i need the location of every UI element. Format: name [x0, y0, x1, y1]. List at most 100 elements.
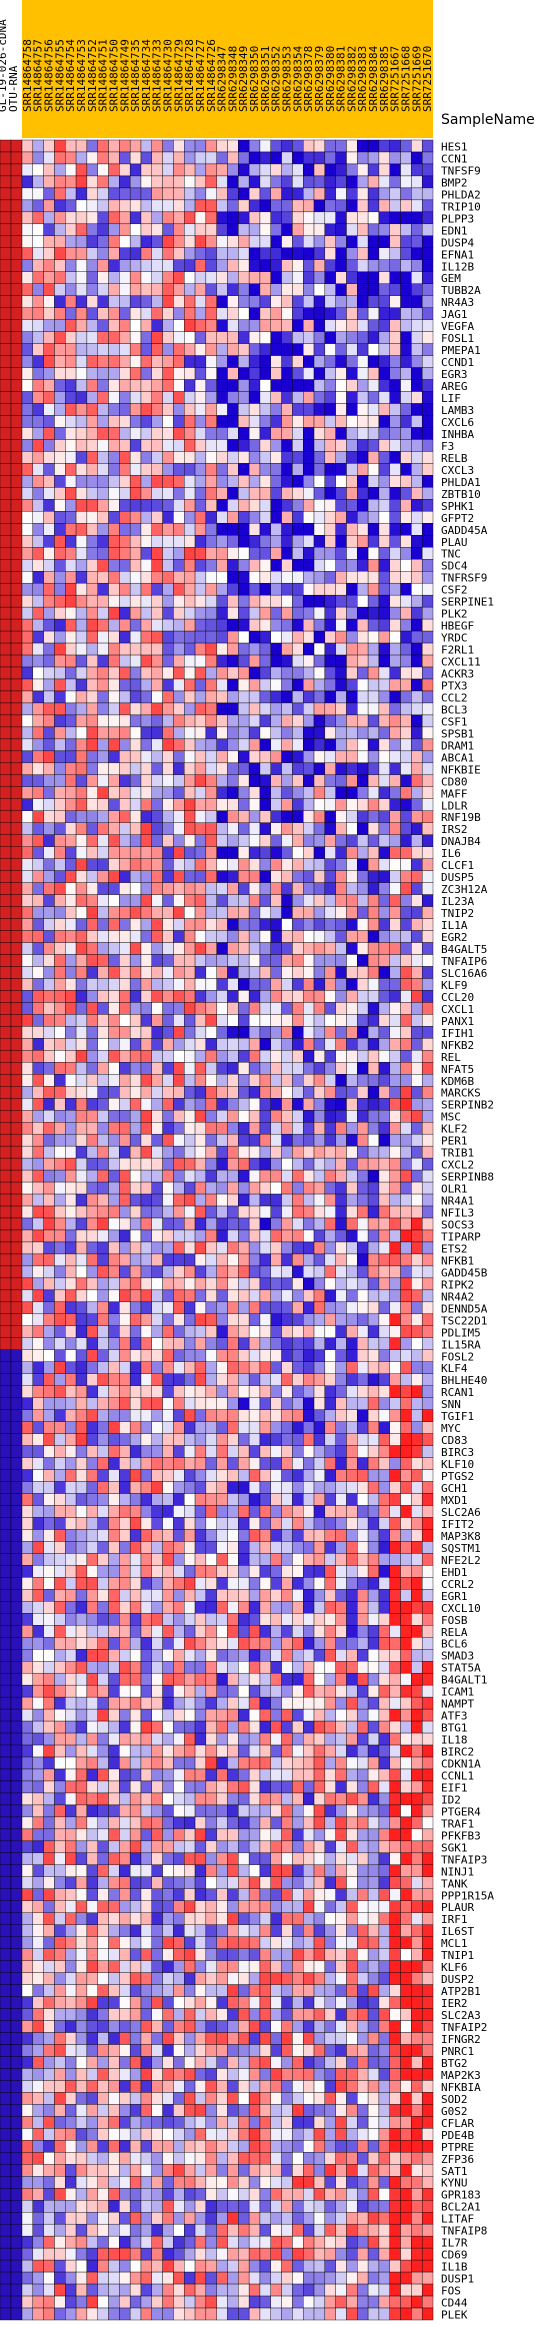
sample-name-label: SRR14864749 [118, 39, 131, 112]
heatmap-cell [140, 1217, 152, 1231]
heatmap-cell [140, 762, 152, 776]
heatmap-cell [129, 702, 142, 716]
heatmap-cell [367, 259, 380, 272]
heatmap-cell [270, 846, 282, 859]
heatmap-cell [270, 1565, 282, 1578]
heatmap-cell [378, 762, 390, 776]
heatmap-cell [346, 211, 358, 225]
heatmap-cell [129, 858, 142, 871]
heatmap-cell [335, 211, 347, 225]
heatmap-cell [400, 1517, 412, 1530]
heatmap-cell [227, 1062, 239, 1075]
heatmap-cell [54, 594, 66, 608]
heatmap-cell [194, 1038, 207, 1051]
heatmap-cell [367, 547, 380, 560]
heatmap-cell [108, 1505, 120, 1518]
heatmap-cell [151, 451, 163, 464]
heatmap-cell [119, 1110, 131, 1123]
annotation-cell [0, 1014, 12, 1027]
heatmap-cell [227, 511, 239, 524]
heatmap-cell [32, 738, 44, 752]
heatmap-cell [324, 307, 336, 320]
heatmap-cell [335, 1193, 347, 1207]
heatmap-cell [411, 1457, 423, 1470]
heatmap-cell [313, 1241, 326, 1255]
heatmap-cell [108, 523, 120, 536]
sample-name-label: SRR14864726 [205, 39, 218, 112]
heatmap-cell [205, 1038, 217, 1051]
heatmap-cell [86, 1050, 98, 1063]
heatmap-cell [324, 1313, 336, 1327]
heatmap-cell [129, 1469, 142, 1482]
heatmap-cell [303, 1397, 315, 1410]
heatmap-cell [205, 1074, 217, 1087]
heatmap-cell [357, 1529, 369, 1542]
annotation-cell [10, 1325, 23, 1339]
heatmap-cell [346, 1421, 358, 1434]
heatmap-cell [140, 139, 152, 153]
heatmap-cell [400, 1469, 412, 1482]
heatmap-cell [21, 1541, 34, 1554]
heatmap-cell [259, 547, 271, 560]
heatmap-cell [184, 391, 196, 404]
heatmap-cell [162, 642, 174, 656]
heatmap-cell [248, 1469, 261, 1482]
heatmap-cell [238, 1277, 250, 1291]
heatmap-cell [303, 1121, 315, 1135]
heatmap-cell [270, 1337, 282, 1350]
heatmap-cell [184, 630, 196, 644]
heatmap-cell [162, 307, 174, 320]
heatmap-cell [400, 954, 412, 967]
heatmap-cell [173, 1110, 185, 1123]
heatmap-cell [86, 1253, 98, 1267]
heatmap-cell [108, 978, 120, 991]
heatmap-cell [140, 151, 152, 165]
heatmap-cell [324, 523, 336, 536]
heatmap-cell [32, 714, 44, 728]
heatmap-cell [303, 870, 315, 883]
heatmap-cell [86, 499, 98, 512]
heatmap-cell [238, 870, 250, 883]
heatmap-cell [313, 1050, 326, 1063]
heatmap-cell [75, 559, 88, 572]
heatmap-cell [151, 187, 163, 201]
heatmap-cell [357, 1505, 369, 1518]
heatmap-cell [259, 882, 271, 895]
heatmap-cell [357, 1026, 369, 1039]
heatmap-cell [378, 1457, 390, 1470]
heatmap-cell [108, 762, 120, 776]
heatmap-cell [108, 774, 120, 788]
heatmap-cell [194, 1433, 207, 1446]
heatmap-cell [335, 702, 347, 716]
heatmap-cell [421, 618, 434, 632]
heatmap-cell [216, 1205, 228, 1219]
heatmap-cell [313, 199, 326, 213]
heatmap-cell [119, 1325, 131, 1339]
heatmap-cell [129, 1313, 142, 1327]
heatmap-cell [248, 918, 261, 931]
heatmap-cell [97, 1229, 109, 1243]
heatmap-cell [400, 379, 412, 392]
heatmap-cell [238, 379, 250, 392]
heatmap-cell [324, 1289, 336, 1303]
heatmap-cell [335, 1253, 347, 1267]
heatmap-cell [313, 1098, 326, 1111]
heatmap-cell [367, 379, 380, 392]
heatmap-cell [119, 1098, 131, 1111]
heatmap-cell [292, 1601, 304, 1614]
heatmap-cell [151, 1409, 163, 1422]
heatmap-cell [259, 211, 271, 225]
heatmap-cell [97, 906, 109, 919]
heatmap-cell [108, 487, 120, 500]
heatmap-cell [108, 930, 120, 943]
heatmap-cell [21, 798, 34, 811]
heatmap-cell [97, 1361, 109, 1374]
heatmap-cell [162, 1349, 174, 1362]
heatmap-cell [411, 882, 423, 895]
heatmap-cell [140, 223, 152, 237]
heatmap-cell [367, 1565, 380, 1578]
annotation-cell [10, 594, 23, 608]
heatmap-cell [119, 1541, 131, 1554]
heatmap-cell [108, 1337, 120, 1350]
heatmap-cell [346, 151, 358, 165]
